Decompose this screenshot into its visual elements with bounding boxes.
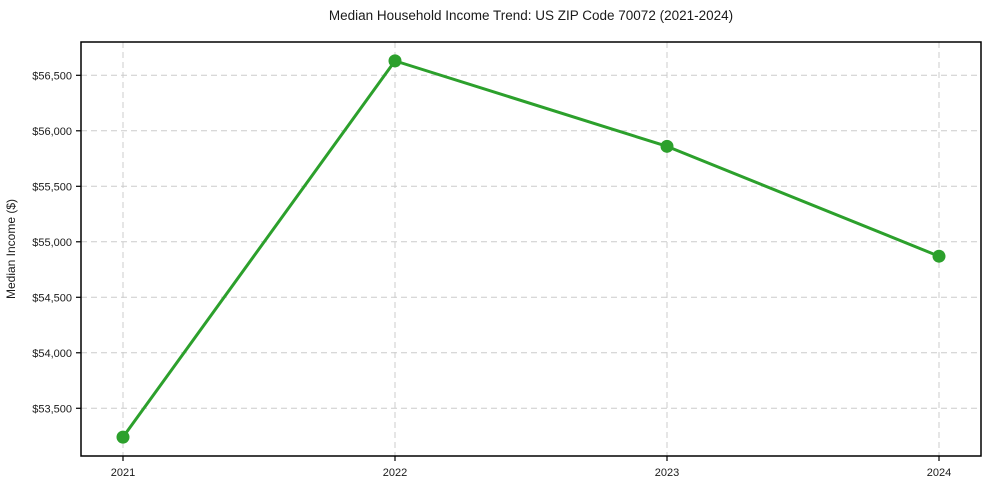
x-tick-label: 2024 [927,467,951,479]
y-tick-label: $55,000 [32,237,72,249]
axis-ticks [76,74,940,461]
plot-border [80,41,982,457]
x-tick-labels: 2021 2022 2023 2024 [111,467,951,479]
data-point-2021 [116,430,130,444]
y-tick-label: $56,000 [32,126,72,138]
income-line-series [116,54,946,444]
data-point-2023 [660,139,674,153]
x-tick-label: 2022 [383,467,407,479]
y-tick-label: $55,500 [32,181,72,193]
data-point-2022 [388,54,402,68]
x-tick-label: 2021 [111,467,135,479]
y-tick-label: $54,000 [32,348,72,360]
x-tick-label: 2023 [655,467,679,479]
y-tick-label: $54,500 [32,292,72,304]
y-tick-labels: $53,500 $54,000 $54,500 $55,000 $55,500 $56,0… [32,70,72,415]
y-tick-label: $53,500 [32,403,72,415]
data-point-2024 [932,249,946,263]
y-axis-label: Median Income ($) [4,199,18,299]
income-trend-line [121,59,941,439]
grid-lines [81,42,981,456]
chart-title: Median Household Income Trend: US ZIP Co… [329,8,733,23]
y-tick-label: $56,500 [32,70,72,82]
